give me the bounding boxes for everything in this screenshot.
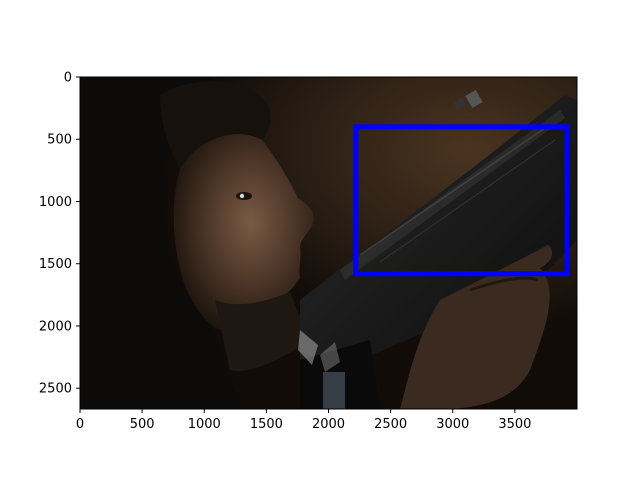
annotation-rectangle: [353, 124, 570, 277]
x-tick-label: 1000: [188, 417, 221, 432]
y-axis: 0 500 1000 1500 2000 2500: [39, 71, 80, 397]
y-tick-label: 1500: [39, 257, 72, 272]
x-tick-label: 2000: [312, 417, 345, 432]
x-tick-label: 500: [130, 417, 155, 432]
x-tick-label: 2500: [374, 417, 407, 432]
y-tick-label: 1000: [39, 195, 72, 210]
y-tick-label: 500: [47, 133, 72, 148]
photo-image: [80, 77, 577, 409]
y-tick-label: 2000: [39, 319, 72, 334]
x-tick-label: 1500: [250, 417, 283, 432]
x-axis: 0 500 1000 1500 2000 2500 3000 3500: [76, 409, 531, 432]
x-tick-label: 3000: [436, 417, 469, 432]
y-tick-label: 0: [64, 71, 72, 86]
x-tick-label: 0: [76, 417, 84, 432]
y-tick-label: 2500: [39, 382, 72, 397]
x-tick-label: 3500: [498, 417, 531, 432]
